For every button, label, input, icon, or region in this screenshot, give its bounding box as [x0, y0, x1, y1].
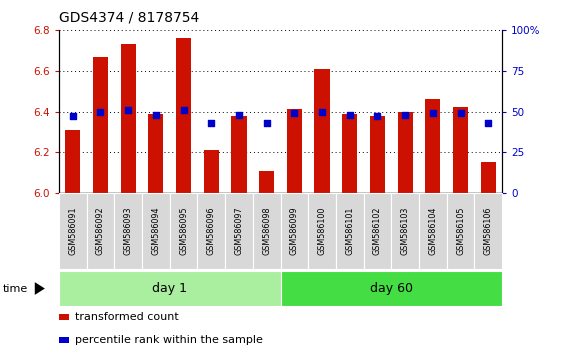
Point: [68, 114, 77, 119]
Text: GSM586092: GSM586092: [96, 207, 105, 255]
Bar: [231, 116, 247, 193]
Text: GSM586097: GSM586097: [234, 207, 243, 255]
Text: GSM586096: GSM586096: [207, 207, 216, 255]
Point: [429, 110, 438, 116]
Point: [401, 112, 410, 118]
Text: GSM586098: GSM586098: [262, 207, 271, 255]
Bar: [481, 162, 496, 193]
Text: GSM586095: GSM586095: [179, 207, 188, 255]
Text: GSM586102: GSM586102: [373, 207, 382, 255]
Text: time: time: [3, 284, 28, 293]
Text: GSM586106: GSM586106: [484, 207, 493, 255]
Bar: [314, 69, 330, 193]
Text: GSM586105: GSM586105: [456, 207, 465, 255]
Bar: [425, 99, 440, 193]
Bar: [93, 57, 108, 193]
Bar: [453, 108, 468, 193]
Bar: [287, 109, 302, 193]
Text: GDS4374 / 8178754: GDS4374 / 8178754: [59, 11, 199, 25]
Text: GSM586104: GSM586104: [429, 207, 438, 255]
Text: day 1: day 1: [152, 282, 187, 295]
Point: [207, 120, 216, 126]
Text: GSM586099: GSM586099: [290, 207, 299, 255]
Point: [262, 120, 271, 126]
Point: [345, 112, 354, 118]
Text: GSM586093: GSM586093: [123, 207, 132, 255]
Text: transformed count: transformed count: [75, 312, 178, 322]
Point: [123, 107, 132, 113]
Bar: [259, 171, 274, 193]
Bar: [121, 44, 136, 193]
Text: GSM586101: GSM586101: [345, 207, 354, 255]
Point: [484, 120, 493, 126]
Text: percentile rank within the sample: percentile rank within the sample: [75, 335, 263, 345]
Point: [456, 110, 465, 116]
Point: [234, 112, 243, 118]
Bar: [342, 114, 357, 193]
Bar: [65, 130, 80, 193]
Bar: [398, 112, 413, 193]
Text: GSM586100: GSM586100: [318, 207, 327, 255]
Point: [151, 112, 160, 118]
Point: [96, 109, 105, 114]
Point: [179, 107, 188, 113]
Bar: [370, 116, 385, 193]
Text: GSM586103: GSM586103: [401, 207, 410, 255]
Point: [318, 109, 327, 114]
Bar: [176, 38, 191, 193]
Text: day 60: day 60: [370, 282, 413, 295]
Bar: [204, 150, 219, 193]
Point: [373, 114, 382, 119]
Text: GSM586091: GSM586091: [68, 207, 77, 255]
Text: GSM586094: GSM586094: [151, 207, 160, 255]
Bar: [148, 114, 163, 193]
Point: [290, 110, 299, 116]
